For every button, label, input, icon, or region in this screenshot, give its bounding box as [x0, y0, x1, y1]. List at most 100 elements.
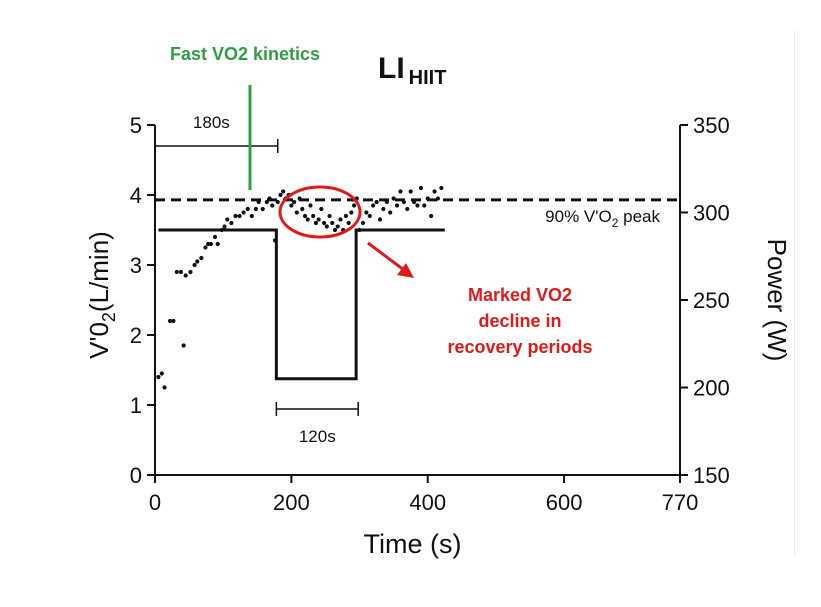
- vo2-point: [267, 196, 272, 201]
- vo2-point: [319, 206, 324, 212]
- vo2-point: [384, 199, 389, 205]
- vo2-point: [346, 220, 351, 226]
- vo2-point: [188, 269, 193, 275]
- vo2-point: [225, 217, 230, 222]
- bracket-120-label: 120s: [299, 427, 336, 446]
- vo2-point: [349, 210, 354, 215]
- vo2-point: [432, 189, 437, 194]
- vo2-point: [183, 273, 188, 278]
- vo2-point: [237, 213, 242, 219]
- decline-arrow-head: [397, 263, 414, 278]
- decline-arrow-shaft: [367, 241, 405, 272]
- vo2-point: [302, 213, 308, 219]
- vo2-point: [388, 210, 393, 215]
- x-axis-label: Time (s): [364, 529, 462, 559]
- vo2-point: [219, 227, 224, 233]
- y-tick-label: 3: [130, 253, 142, 278]
- vo2-point: [418, 185, 424, 191]
- vo2-point: [289, 203, 294, 208]
- chart-title: LI HIIT: [378, 52, 447, 89]
- vo2-point: [330, 220, 335, 226]
- vo2-point: [381, 206, 386, 212]
- vo2-point: [425, 196, 430, 201]
- vo2-point: [411, 199, 417, 205]
- vo2-point: [405, 206, 410, 212]
- power-line: [158, 228, 445, 381]
- vo2-point: [245, 206, 250, 212]
- vo2-point: [195, 259, 200, 264]
- vo2-point: [294, 210, 299, 215]
- vo2-point: [278, 192, 283, 198]
- recovery-decline-line-3: recovery periods: [447, 337, 593, 357]
- vo2-point: [305, 217, 310, 222]
- vo2-point: [377, 217, 383, 222]
- vo2-point: [222, 224, 227, 229]
- x-tick-label: 200: [273, 490, 310, 515]
- vo2-point: [192, 262, 197, 268]
- vo2-point: [408, 189, 413, 194]
- recovery-decline-annotation: Marked VO2 decline in recovery periods: [400, 282, 640, 360]
- y2-tick-label: 150: [693, 463, 730, 488]
- vo2-point: [308, 203, 313, 208]
- right-edge-line: [794, 30, 795, 555]
- recovery-decline-line-2: decline in: [478, 311, 562, 331]
- threshold-label: 90% V'O2 peak: [545, 207, 660, 230]
- vo2-point: [316, 217, 321, 222]
- vo2-point: [270, 203, 275, 208]
- vo2-point: [324, 224, 329, 229]
- y2-tick-label: 300: [693, 201, 730, 226]
- vo2-point: [264, 199, 269, 205]
- vo2-point: [241, 210, 246, 215]
- vo2-point: [351, 203, 357, 208]
- vo2-point: [367, 213, 372, 219]
- chart-title-sub: HIIT: [408, 67, 447, 89]
- y2-tick-label: 250: [693, 288, 730, 313]
- y2-tick-label: 200: [693, 376, 730, 401]
- vo2-point: [321, 220, 327, 226]
- vo2-point: [364, 210, 369, 215]
- vo2-point: [357, 227, 362, 233]
- vo2-point: [327, 213, 332, 219]
- vo2-point: [374, 199, 379, 205]
- vo2-point: [181, 343, 186, 348]
- vo2-point: [398, 189, 403, 194]
- vo2-point: [256, 199, 261, 205]
- vo2-point: [178, 269, 184, 275]
- y-tick-label: 2: [130, 323, 142, 348]
- vo2-point: [215, 241, 220, 247]
- vo2-point: [371, 203, 376, 208]
- vo2-point: [343, 213, 349, 219]
- vo2-point: [291, 199, 297, 205]
- vo2-point: [174, 269, 179, 275]
- vo2-point: [415, 203, 420, 208]
- x-tick-label: 600: [546, 490, 583, 515]
- y-tick-label: 5: [130, 113, 142, 138]
- vo2-point: [360, 220, 366, 226]
- vo2-point: [422, 203, 427, 208]
- vo2-point: [338, 217, 343, 222]
- vo2-point: [229, 220, 234, 226]
- vo2-point: [435, 196, 441, 201]
- fast-kinetics-annotation: Fast VO2 kinetics: [170, 44, 321, 64]
- y-tick-label: 1: [130, 393, 142, 418]
- vo2-point: [335, 224, 340, 229]
- vo2-point: [281, 189, 286, 194]
- vo2-point: [394, 203, 400, 208]
- recovery-decline-line-1: Marked VO2: [467, 285, 573, 305]
- vo2-point: [249, 213, 254, 219]
- vo2-point: [203, 245, 208, 250]
- chart-title-main: LI: [378, 52, 405, 85]
- vo2-point: [233, 213, 238, 219]
- vo2-point: [253, 206, 259, 212]
- decline-highlight-ellipse: [278, 185, 362, 239]
- y-tick-label: 0: [130, 463, 142, 488]
- vo2-point: [162, 385, 167, 390]
- y-axis-label-left: V'02(L/min): [84, 231, 119, 359]
- vo2-point: [391, 196, 396, 201]
- vo2-point: [156, 374, 161, 380]
- x-tick-label: 0: [149, 490, 161, 515]
- x-tick-label: 770: [662, 490, 699, 515]
- vo2-point: [297, 196, 302, 201]
